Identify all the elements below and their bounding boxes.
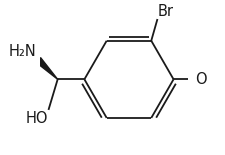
Text: O: O <box>194 72 206 87</box>
Text: H₂N: H₂N <box>9 44 37 59</box>
Polygon shape <box>36 58 57 79</box>
Text: Br: Br <box>157 4 173 19</box>
Text: HO: HO <box>25 111 48 126</box>
